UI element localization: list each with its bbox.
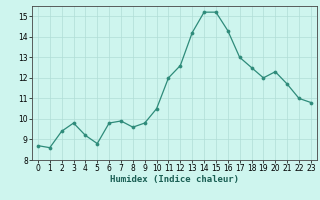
X-axis label: Humidex (Indice chaleur): Humidex (Indice chaleur)	[110, 175, 239, 184]
